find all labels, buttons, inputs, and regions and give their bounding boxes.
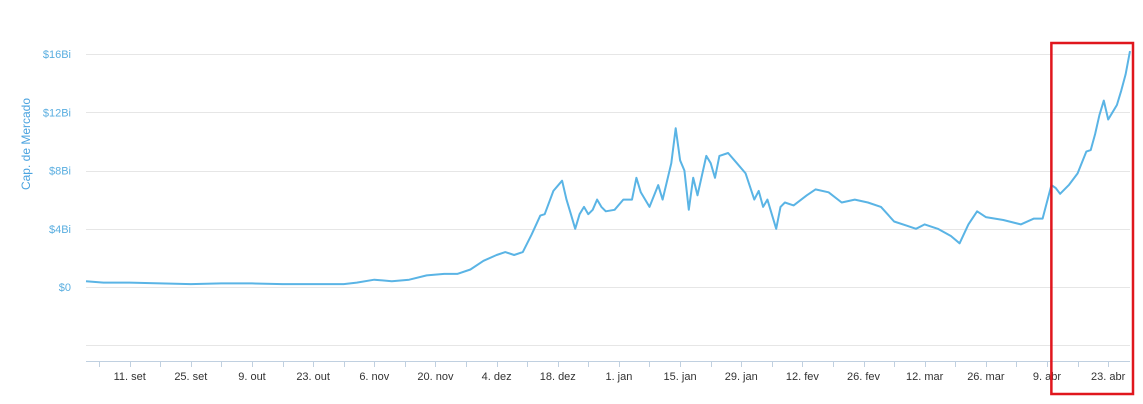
x-tick-label: 26. fev — [847, 371, 881, 383]
x-tick-label: 4. dez — [482, 371, 512, 383]
x-tick-label: 12. fev — [786, 371, 820, 383]
x-tick-label: 29. jan — [725, 371, 758, 383]
x-axis: 11. set 25. set 9. out 23. out 6. nov 20. nov… — [86, 361, 1130, 383]
x-tick-label: 20. nov — [417, 371, 454, 383]
series-line[interactable] — [85, 50, 1131, 286]
y-tick-label: $8Bi — [49, 166, 71, 178]
highlight-box — [1050, 41, 1135, 396]
x-tick-label: 6. nov — [359, 371, 389, 383]
y-tick-label: $0 — [59, 282, 71, 294]
x-tick-label: 26. mar — [967, 371, 1005, 383]
x-tick-label: 15. jan — [664, 371, 697, 383]
y-axis-tick-labels: $0 $4Bi $8Bi $12Bi $16Bi — [43, 49, 71, 294]
y-tick-label: $12Bi — [43, 107, 71, 119]
x-tick-label: 9. abr — [1033, 371, 1061, 383]
x-tick-label: 1. jan — [605, 371, 632, 383]
x-tick-label: 12. mar — [906, 371, 944, 383]
x-tick-label: 23. out — [296, 371, 330, 383]
y-gridlines — [86, 54, 1130, 346]
x-tick-label: 18. dez — [540, 371, 576, 383]
x-tick-label: 11. set — [114, 371, 146, 383]
market-cap-series[interactable] — [85, 50, 1131, 286]
y-tick-label: $16Bi — [43, 49, 71, 61]
y-tick-label: $4Bi — [49, 224, 71, 236]
x-tick-label: 23. abr — [1091, 371, 1126, 383]
x-tick-label: 25. set — [174, 371, 207, 383]
y-axis-title: Cap. de Mercado — [19, 98, 33, 190]
x-tick-label: 9. out — [238, 371, 266, 383]
